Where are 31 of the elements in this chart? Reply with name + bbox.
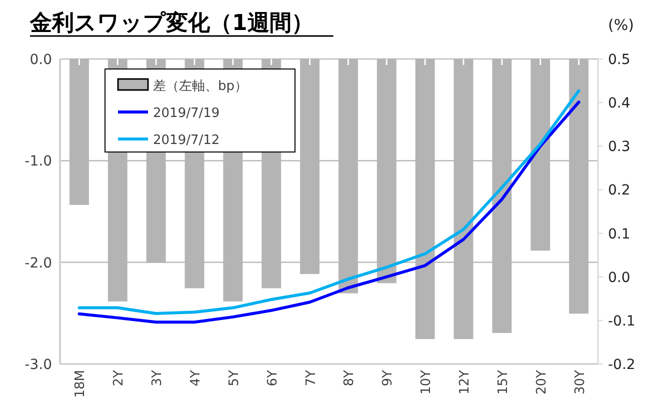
y2-tick-label: -0.1: [608, 313, 636, 330]
x-tick-label: 2Y: [112, 370, 127, 386]
x-tick-label: 8Y: [342, 370, 358, 386]
x-tick-label: 10Y: [419, 370, 434, 394]
y2-tick-label: 0.0: [608, 270, 630, 286]
y2-tick-label: 0.5: [608, 52, 630, 68]
x-tick-label: 7Y: [304, 370, 319, 386]
x-tick-label: 15Y: [496, 370, 511, 394]
x-tick-label: 20Y: [534, 370, 550, 394]
x-tick-label: 6Y: [265, 370, 280, 386]
x-tick-label: 5Y: [226, 370, 242, 386]
y2-tick-label: 0.3: [608, 139, 630, 156]
x-tick-label: 9Y: [380, 370, 396, 386]
x-tick-label: 30Y: [572, 370, 588, 394]
y2-tick-label: 0.1: [608, 226, 630, 242]
y2-tick-label: 0.4: [608, 96, 630, 112]
y2-tick-label: -0.2: [608, 357, 636, 373]
legend-label: 差（左軸、bp）: [153, 79, 248, 94]
x-tick-label: 12Y: [458, 370, 472, 394]
x-tick-label: 3Y: [150, 370, 166, 386]
x-tick-label: 18M: [73, 370, 88, 398]
y2-tick-label: 0.2: [608, 182, 630, 199]
y-tick-label: -1.0: [24, 154, 52, 170]
y-tick-label: -3.0: [24, 357, 52, 373]
legend-label: 2019/7/19: [153, 106, 220, 121]
legend-label: 2019/7/12: [153, 133, 220, 148]
y-tick-label: 0.0: [30, 52, 52, 68]
chart-title: 金利スワップ変化（1週間）: [29, 10, 314, 36]
x-tick-label: 4Y: [188, 370, 204, 386]
y-tick-label: -2.0: [24, 255, 52, 272]
y2-axis-title: (%): [608, 16, 634, 34]
